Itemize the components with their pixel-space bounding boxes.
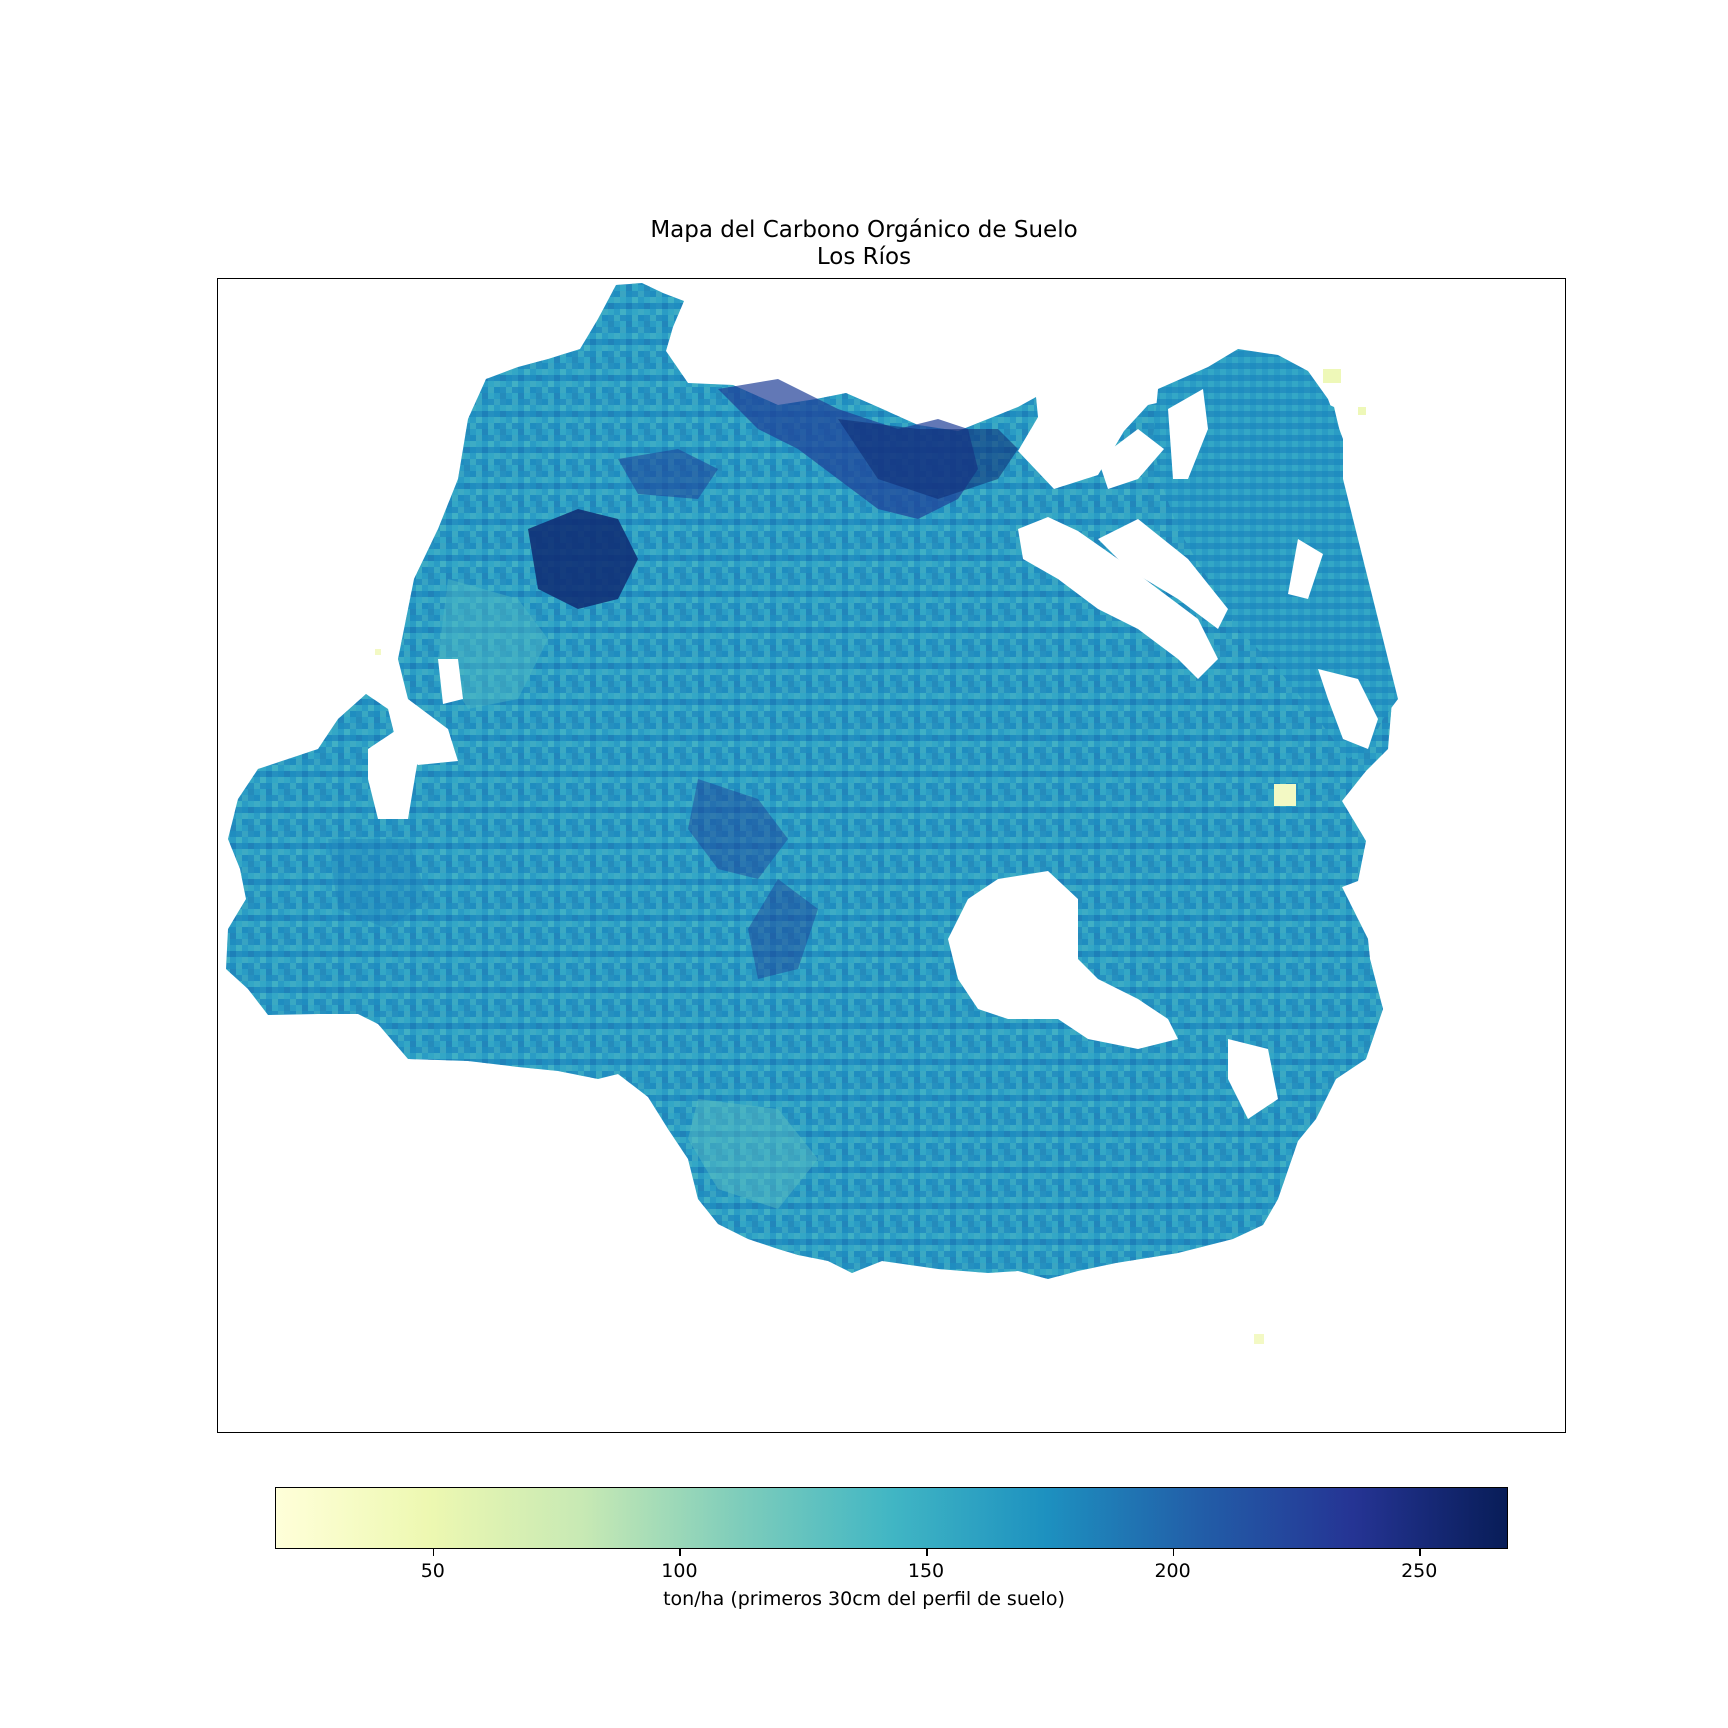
soil-carbon-raster-map (226, 283, 1398, 1344)
colorbar-tick-label: 250 (1401, 1560, 1438, 1582)
high-carbon-zones (528, 379, 1018, 979)
low-carbon-zones (328, 579, 818, 1209)
colorbar (275, 1487, 1508, 1549)
chart-title: Mapa del Carbono Orgánico de Suelo (650, 217, 1078, 243)
colorbar-tick-label: 50 (420, 1560, 445, 1582)
colorbar-tick (926, 1549, 928, 1556)
colorbar-tick-label: 200 (1154, 1560, 1191, 1582)
colorbar-tick-label: 100 (661, 1560, 698, 1582)
lakes (368, 389, 1378, 1219)
chart-subtitle: Los Ríos (816, 244, 912, 270)
colorbar-tick (432, 1549, 435, 1556)
colorbar-tick-label: 150 (907, 1560, 945, 1582)
colorbar-tick (1172, 1549, 1175, 1556)
colorbar-label: ton/ha (primeros 30cm del perfil de suel… (663, 1588, 1065, 1610)
very-low-carbon-spots (375, 369, 1366, 1344)
map-plot-area (217, 278, 1566, 1433)
colorbar-tick (1419, 1549, 1421, 1556)
colorbar-tick (679, 1549, 681, 1556)
